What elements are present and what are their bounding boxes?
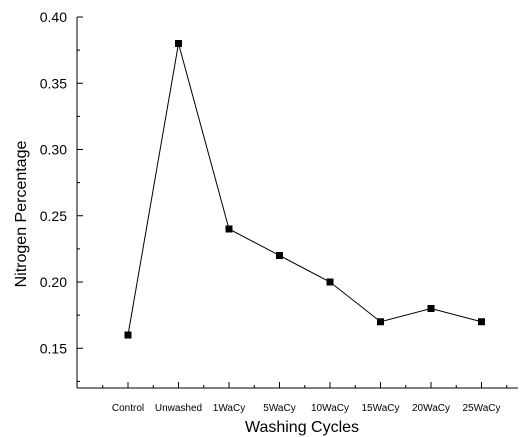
x-tick-label: Unwashed bbox=[155, 403, 202, 414]
data-point bbox=[326, 278, 334, 286]
y-tick-label: 0.20 bbox=[40, 274, 67, 290]
x-tick-label: 10WaCy bbox=[311, 403, 349, 414]
data-point bbox=[377, 318, 384, 326]
data-point bbox=[124, 331, 132, 339]
y-axis-title: Nitrogen Percentage bbox=[13, 141, 30, 288]
x-tick-label: 20WaCy bbox=[412, 403, 450, 414]
y-tick-label: 0.15 bbox=[40, 340, 67, 356]
data-point bbox=[276, 252, 283, 259]
x-tick-label: 5WaCy bbox=[263, 403, 295, 414]
x-tick-label: 15WaCy bbox=[362, 403, 400, 414]
y-tick-label: 0.25 bbox=[40, 208, 67, 224]
series-group bbox=[124, 40, 485, 339]
x-tick-label: Control bbox=[112, 403, 144, 414]
y-tick-label: 0.35 bbox=[40, 75, 67, 91]
x-ticks: Control Unwashed 1WaCy 5WaCy 10WaCy 15WaCy 20W… bbox=[102, 382, 508, 414]
x-axis-title: Washing Cycles bbox=[245, 419, 359, 436]
data-point bbox=[427, 305, 435, 312]
data-point bbox=[225, 225, 233, 233]
y-ticks: 0.15 0.20 0.25 0.30 0.35 0.40 bbox=[40, 9, 83, 382]
data-point bbox=[175, 40, 182, 47]
y-tick-label: 0.40 bbox=[40, 9, 67, 25]
x-tick-label: 25WaCy bbox=[463, 403, 501, 414]
data-point bbox=[478, 318, 485, 326]
y-tick-label: 0.30 bbox=[40, 142, 67, 158]
x-tick-label: 1WaCy bbox=[213, 403, 245, 414]
series-line bbox=[127, 43, 482, 336]
